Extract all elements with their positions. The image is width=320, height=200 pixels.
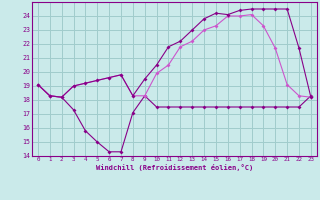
X-axis label: Windchill (Refroidissement éolien,°C): Windchill (Refroidissement éolien,°C) xyxy=(96,164,253,171)
